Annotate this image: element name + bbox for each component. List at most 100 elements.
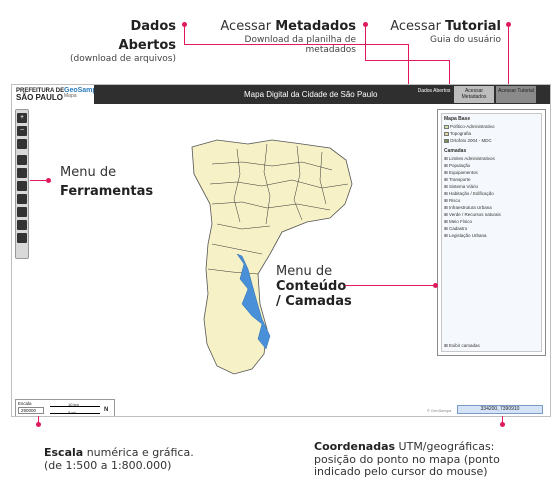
annot-dot-metadados [363, 22, 368, 27]
tutorial-button[interactable]: Acessar Tutorial [496, 86, 536, 103]
annot-escala-rest: numérica e gráfica. [83, 446, 194, 459]
base-item-label: Ortofoto 2004 - MDC [450, 138, 492, 143]
north-arrow-icon: N [104, 407, 109, 413]
annot-ferramentas-line2: Ferramentas [60, 183, 154, 199]
measure-icon[interactable] [17, 194, 27, 204]
layer-item-label: Infraestrutura Urbana [449, 205, 492, 210]
annot-dados-abertos-title: Dados Abertos [118, 19, 176, 53]
annot-escala-bold: Escala [44, 446, 84, 459]
layer-item-label: Legislação Urbana [449, 233, 487, 238]
annot-coordenadas-rest: UTM/geográficas: [395, 440, 495, 453]
app-title: Mapa Digital da Cidade de São Paulo [244, 90, 378, 99]
pointer-line-ferramentas [30, 180, 46, 181]
pointer-line-tutorial [508, 26, 509, 86]
layer-item-3[interactable]: ⊞ Transporte [444, 177, 471, 182]
dados-abertos-button[interactable]: Dados Abertos [417, 88, 451, 94]
annot-metadados-prefix: Acessar [220, 19, 276, 34]
annot-ferramentas-line1: Menu de [60, 165, 117, 180]
pointer-line-metadados-down [449, 60, 450, 86]
city-map[interactable] [12, 104, 551, 417]
zoom-in-button[interactable]: + [17, 113, 27, 123]
tool-menu: + − [15, 109, 29, 259]
pointer-line-metadados-h [365, 60, 449, 61]
geosampa-logo-text: GeoSampa [64, 87, 101, 94]
layer-item-2[interactable]: ⊞ Equipamentos [444, 170, 478, 175]
pointer-line-dados-down [408, 44, 409, 86]
prefeitura-logo-line1: PREFEITURA DE [16, 88, 65, 94]
layer-item-4[interactable]: ⊞ Sistema Viário [444, 184, 478, 189]
home-icon[interactable] [17, 139, 27, 149]
base-item-label: Topografia [450, 131, 472, 136]
reservoir-water [236, 253, 271, 350]
layer-item-label: Habitação / Edificação [449, 191, 494, 196]
scale-box: Escala 290000 10 km 5 mi N [15, 399, 115, 416]
scale-bar: 10 km 5 mi [50, 402, 100, 415]
layer-item-6[interactable]: ⊞ Risco [444, 198, 461, 203]
zoom-out-button[interactable]: − [17, 126, 27, 136]
show-layers-label: Exibir camadas [449, 343, 480, 348]
base-swatch-icon [444, 131, 449, 136]
layer-item-11[interactable]: ⊞ Legislação Urbana [444, 233, 487, 238]
pointer-line-metadados [365, 26, 366, 60]
base-item-0[interactable]: Político-Administrativo [444, 123, 539, 130]
scale-bar-mi: 5 mi [68, 410, 76, 415]
layer-item-label: Equipamentos [449, 170, 478, 175]
pointer-line-dados-h [184, 44, 408, 45]
settings-icon[interactable] [17, 220, 27, 230]
layer-item-label: Meio Físico [449, 219, 473, 224]
layer-item-10[interactable]: ⊞ Cadastro [444, 226, 468, 231]
annot-coordenadas: Coordenadas UTM/geográficas: posição do … [314, 440, 500, 479]
pan-icon[interactable] [17, 155, 27, 165]
base-swatch-icon [444, 124, 449, 129]
annot-metadados: Acessar Metadados Download da planilha d… [196, 16, 356, 56]
annot-dados-abertos: Dados Abertos (download de arquivos) [70, 16, 176, 64]
annot-dot-ferramentas [46, 178, 51, 183]
map-view[interactable]: + − Mapa Base Político-Administrativo To… [12, 104, 551, 417]
layer-item-label: Risco [449, 198, 461, 203]
layers-panel-inner: Mapa Base Político-Administrativo Topogr… [441, 113, 542, 352]
annot-dot-escala [36, 422, 41, 427]
annot-conteudo-line2: Conteúdo [276, 278, 347, 294]
show-layers-button[interactable]: ⊞ Exibir camadas [444, 343, 480, 348]
annot-coordenadas-line3: indicado pelo cursor do mouse) [314, 465, 488, 479]
layer-item-label: Transporte [448, 177, 471, 182]
layers-panel: Mapa Base Político-Administrativo Topogr… [437, 109, 546, 356]
annot-metadados-sub: Download da planilha de metadados [244, 34, 356, 56]
title-bar: Mapa Digital da Cidade de São Paulo Dado… [94, 85, 550, 104]
copyright: © GeoSampa [427, 408, 452, 413]
pointer-line-coordenadas [502, 416, 503, 422]
layer-item-7[interactable]: ⊞ Infraestrutura Urbana [444, 205, 492, 210]
help-icon[interactable] [17, 233, 27, 243]
scale-input[interactable]: 290000 [18, 406, 44, 414]
app-window: PREFEITURA DE SÃO PAULO GeoSampa Mapa Ma… [11, 84, 551, 417]
layer-item-label: População [449, 163, 471, 168]
prefeitura-logo-line2: SÃO PAULO [16, 93, 63, 102]
annot-coordenadas-bold: Coordenadas [314, 440, 396, 453]
annot-dot-conteudo [433, 283, 438, 288]
layer-item-5[interactable]: ⊞ Habitação / Edificação [444, 191, 494, 196]
identify-icon[interactable] [17, 181, 27, 191]
coordinates-display: 334200, 7390910 [457, 405, 543, 414]
layer-item-9[interactable]: ⊞ Meio Físico [444, 219, 473, 224]
layer-item-1[interactable]: ⊞ População [444, 163, 471, 168]
base-item-2[interactable]: Ortofoto 2004 - MDC [444, 137, 539, 144]
geosampa-logo-sub: Mapa [64, 93, 77, 99]
layer-item-0[interactable]: ⊞ Limites Administrativos [444, 156, 495, 161]
layer-item-label: Sistema Viário [449, 184, 478, 189]
annot-conteudo-line1: Menu de [276, 264, 333, 279]
annot-metadados-bold: Metadados [275, 19, 356, 34]
layer-item-8[interactable]: ⊞ Verde / Recursos naturais [444, 212, 501, 217]
annot-tutorial: Acessar Tutorial Guia do usuário [385, 16, 501, 45]
geosampa-logo: GeoSampa Mapa [64, 87, 101, 99]
annot-dot-coordenadas [500, 422, 505, 427]
metadados-button[interactable]: Acessar Metadados [454, 86, 494, 103]
pointer-line-escala [38, 416, 39, 422]
layer-item-label: Verde / Recursos naturais [449, 212, 501, 217]
base-item-label: Político-Administrativo [450, 124, 495, 129]
annot-conteudo: Menu de Conteúdo / Camadas [276, 264, 352, 310]
annot-tutorial-prefix: Acessar [390, 19, 446, 34]
base-item-1[interactable]: Topografia [444, 130, 539, 137]
print-icon[interactable] [17, 207, 27, 217]
pointer-line-dados [184, 26, 185, 44]
search-icon[interactable] [17, 168, 27, 178]
